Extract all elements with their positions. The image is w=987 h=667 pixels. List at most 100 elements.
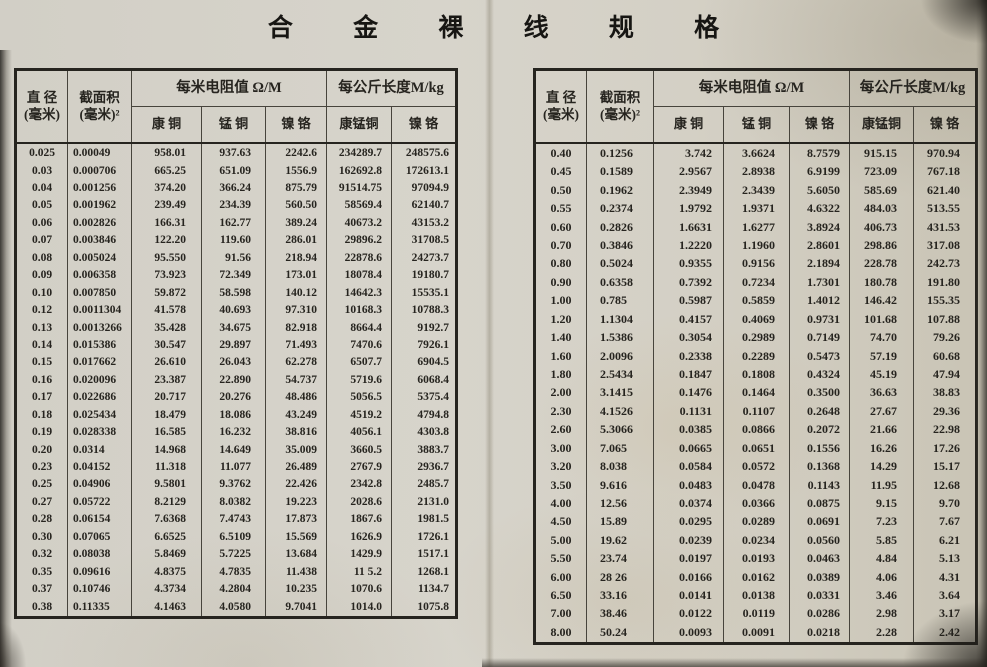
table-cell: 366.24 — [201, 179, 266, 197]
table-cell: 58569.4 — [326, 196, 392, 215]
table-cell: 0.005024 — [67, 249, 132, 267]
table-row: 4.00 12.56 0.0374 0.0366 0.0875 9.15 9.70 — [534, 494, 977, 513]
table-cell: 0.2989 — [723, 328, 790, 347]
table-cell: 0.0560 — [789, 531, 850, 550]
table-cell: 18.086 — [201, 406, 266, 424]
table-cell: 8.038 — [586, 457, 654, 476]
table-cell: 29.36 — [913, 402, 977, 421]
table-cell: 0.9156 — [723, 254, 790, 274]
table-cell: 57.19 — [849, 346, 914, 366]
table-cell: 82.918 — [265, 318, 327, 337]
header-resistance-group: 每米电阻值 Ω/M — [653, 69, 850, 107]
table-cell: 9.5801 — [131, 475, 202, 494]
table-row: 0.80 0.5024 0.9355 0.9156 2.1894 228.78 242.73 — [534, 254, 977, 274]
table-cell: 0.0478 — [723, 475, 790, 495]
wire-spec-table-right: 直 径 (毫米) 截面积 (毫米)² 每米电阻值 Ω/M 每公斤长度M/kg 康… — [533, 68, 978, 645]
table-cell: 0.028338 — [67, 423, 132, 441]
table-row: 0.38 0.11335 4.1463 4.0580 9.7041 1014.0 1075.… — [15, 597, 457, 618]
table-cell: 173.01 — [265, 266, 327, 284]
table-cell: 1517.1 — [391, 545, 457, 563]
table-cell: 1.40 — [534, 328, 587, 347]
table-cell: 91.56 — [201, 249, 266, 267]
table-cell: 11 5.2 — [326, 562, 392, 581]
table-cell: 6904.5 — [391, 353, 457, 372]
table-row: 3.50 9.616 0.0483 0.0478 0.1143 11.95 12.68 — [534, 475, 977, 495]
page-fold-line — [485, 0, 494, 667]
header-length-group: 每公斤长度M/kg — [326, 69, 457, 107]
table-cell: 2242.6 — [265, 143, 327, 162]
table-cell: 0.0122 — [653, 604, 724, 624]
table-cell: 17.26 — [913, 438, 977, 458]
table-cell: 0.0366 — [723, 494, 790, 513]
table-row: 0.60 0.2826 1.6631 1.6277 3.8924 406.73 431.53 — [534, 217, 977, 237]
scan-corner-shadow-bottom-left — [0, 623, 26, 667]
table-cell: 43.249 — [265, 406, 327, 424]
table-row: 0.13 0.0013266 35.428 34.675 82.918 8664.4 919… — [15, 318, 457, 337]
table-cell: 0.017662 — [67, 353, 132, 372]
table-cell: 0.04906 — [67, 475, 132, 494]
table-cell: 7.4743 — [201, 510, 266, 529]
table-cell: 107.88 — [913, 310, 977, 329]
table-cell: 2342.8 — [326, 475, 392, 494]
table-cell: 0.4324 — [789, 365, 850, 384]
table-cell: 36.63 — [849, 383, 914, 403]
table-cell: 4.1526 — [586, 402, 654, 421]
table-cell: 7470.6 — [326, 336, 392, 354]
table-cell: 0.04 — [15, 179, 68, 197]
table-cell: 937.63 — [201, 143, 266, 162]
table-cell: 43153.2 — [391, 214, 457, 232]
table-cell: 11.95 — [849, 475, 914, 495]
table-cell: 1.9792 — [653, 199, 724, 218]
table-cell: 0.1589 — [586, 162, 654, 182]
table-cell: 0.90 — [534, 273, 587, 292]
table-cell: 48.486 — [265, 388, 327, 407]
table-cell: 6.00 — [534, 567, 587, 587]
header-constantan: 康 铜 — [653, 106, 724, 143]
table-cell: 1726.1 — [391, 528, 457, 546]
table-cell: 38.46 — [586, 604, 654, 624]
table-cell: 2.8938 — [723, 162, 790, 182]
table-cell: 218.94 — [265, 249, 327, 267]
table-cell: 0.28 — [15, 510, 68, 529]
table-row: 0.15 0.017662 26.610 26.043 62.278 6507.7 6904… — [15, 353, 457, 372]
header-diameter-line2: (毫米) — [24, 106, 60, 122]
table-cell: 228.78 — [849, 254, 914, 274]
table-cell: 431.53 — [913, 217, 977, 237]
table-cell: 1981.5 — [391, 510, 457, 529]
page-edge-shadow-bottom — [482, 658, 987, 667]
table-cell: 915.15 — [849, 143, 914, 163]
table-cell: 13.684 — [265, 545, 327, 563]
table-cell: 0.07 — [15, 231, 68, 250]
header-area: 截面积 (毫米)² — [67, 69, 132, 143]
table-cell: 2.30 — [534, 402, 587, 421]
table-row: 0.27 0.05722 8.2129 8.0382 19.223 2028.6 2131.… — [15, 493, 457, 511]
table-cell: 6.50 — [534, 586, 587, 605]
table-cell: 35.009 — [265, 440, 327, 459]
header-length-group: 每公斤长度M/kg — [849, 69, 977, 107]
table-cell: 2.0096 — [586, 346, 654, 366]
table-cell: 24273.7 — [391, 249, 457, 267]
table-cell: 0.16 — [15, 371, 68, 389]
table-cell: 4.00 — [534, 494, 587, 513]
table-row: 1.20 1.1304 0.4157 0.4069 0.9731 101.68 107.88 — [534, 310, 977, 329]
table-cell: 0.0091 — [723, 623, 790, 644]
table-cell: 1134.7 — [391, 580, 457, 598]
table-cell: 0.12 — [15, 301, 68, 319]
table-cell: 6.9199 — [789, 162, 850, 182]
table-cell: 2936.7 — [391, 458, 457, 476]
table-cell: 1.5386 — [586, 328, 654, 347]
table-cell: 12.68 — [913, 475, 977, 495]
table-cell: 0.2338 — [653, 346, 724, 366]
table-cell: 1014.0 — [326, 597, 392, 618]
table-body-left: 0.025 0.00049 958.01 937.63 2242.6 234289.7 24… — [15, 143, 457, 618]
header-constantan-manganin: 康锰铜 — [326, 106, 392, 143]
table-cell: 1.20 — [534, 310, 587, 329]
table-cell: 5.6050 — [789, 181, 850, 200]
table-cell: 0.0295 — [653, 512, 724, 532]
table-cell: 5.00 — [534, 531, 587, 550]
table-cell: 16.26 — [849, 438, 914, 458]
header-diameter: 直 径 (毫米) — [15, 69, 68, 143]
table-cell: 0.9355 — [653, 254, 724, 274]
table-cell: 0.19 — [15, 423, 68, 441]
table-cell: 18.479 — [131, 406, 202, 424]
